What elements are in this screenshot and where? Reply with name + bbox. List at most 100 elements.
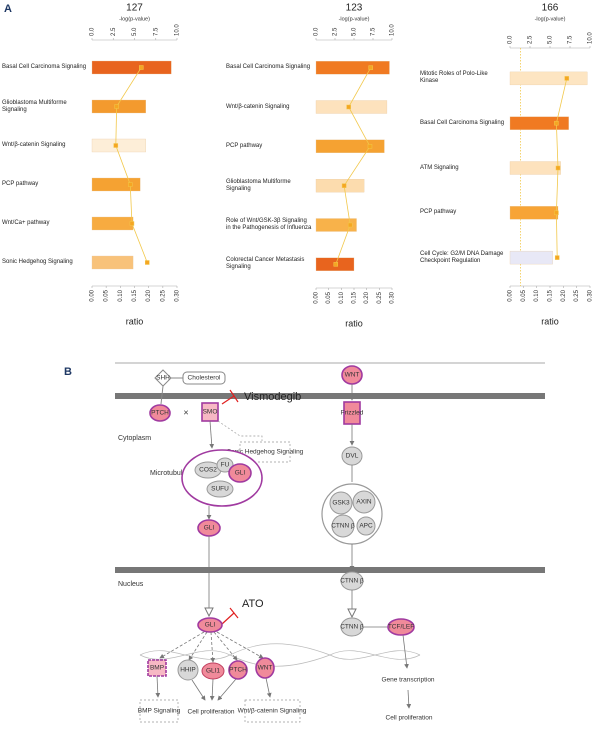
node-label: FU: [221, 462, 230, 469]
bar: [509, 206, 559, 220]
pvalue-point: [368, 65, 373, 70]
x-tick-label: 0.15: [132, 289, 138, 301]
node-label: GSK3: [332, 500, 350, 507]
pvalue-point: [554, 255, 560, 260]
node-label: WNT: [345, 372, 360, 379]
node-label: TCF/LEF: [388, 624, 414, 631]
node-label: GLI: [204, 525, 215, 532]
pvalue-point: [145, 260, 150, 265]
axis-title: -log(p-value): [119, 16, 150, 22]
dna: [139, 650, 331, 667]
category-label: Sonic Hedgehog Signaling: [2, 259, 73, 265]
category-label: Wnt/β-catenin Signaling: [226, 103, 290, 110]
x-tick-label: 0.25: [574, 289, 580, 301]
x-tick-label: 0.05: [104, 289, 110, 301]
x2-tick-label: 7.5: [153, 27, 159, 36]
category-label: PCP pathway: [420, 209, 457, 216]
node-label: DVL: [346, 453, 359, 460]
x-tick-label: 0.00: [90, 289, 96, 301]
bar: [315, 218, 357, 232]
pvalue-point: [113, 143, 119, 148]
node-label: CTNN β: [340, 624, 364, 631]
node-label: SUFU: [211, 486, 229, 493]
gli-node: [197, 617, 223, 633]
category-label: ATM Signaling: [420, 164, 459, 171]
x-tick-label: 0.00: [314, 291, 320, 303]
node-label: GLI: [205, 622, 216, 629]
bar: [509, 250, 553, 265]
chart-title: 166: [542, 3, 559, 14]
category-label: PCP pathway: [2, 181, 39, 187]
category-label: Wnt/Ca+ pathway: [2, 220, 50, 226]
pathway-diagram: B SHH Cholesterol PTCH × SMO Vismodegib …: [64, 362, 545, 723]
category-label: Colorectal Cancer Metastasis Signaling: [226, 257, 305, 271]
x-tick-label: 0.10: [118, 289, 124, 301]
x-tick-label: 0.25: [377, 291, 383, 303]
bar: [91, 99, 146, 114]
tcf-lef-node: [387, 618, 415, 636]
pvalue-point: [367, 144, 373, 149]
inhibitor: [229, 389, 239, 403]
drug-label: Vismodegib: [244, 391, 301, 403]
process-label: Cell proliferation: [386, 715, 433, 722]
bar: [91, 255, 134, 270]
node-label: APC: [359, 523, 373, 530]
bar: [315, 61, 390, 75]
x-tick-label: 0.00: [508, 289, 514, 301]
category-label: PCP pathway: [226, 142, 263, 149]
ptch-node: [228, 660, 248, 680]
axis-title: ratio: [541, 316, 559, 326]
inhibitor: [221, 395, 235, 405]
axis-title: ratio: [126, 316, 144, 326]
panel-label: B: [64, 366, 72, 378]
node-label: PTCH: [151, 410, 169, 417]
node-label: PTCH: [229, 667, 247, 674]
category-label: Role of Wnt/GSK-3β Signaling in the Path…: [226, 218, 312, 231]
compartment-label: Nucleus: [118, 581, 144, 588]
axis-title: -log(p-value): [535, 16, 566, 22]
apc-node: [356, 516, 376, 536]
x2-tick-label: 5.0: [352, 27, 358, 36]
edge: [213, 631, 238, 661]
x-tick-label: 0.20: [561, 289, 567, 301]
edge: [402, 634, 409, 669]
panel-label: A: [4, 3, 12, 15]
x-tick-label: 0.20: [146, 289, 152, 301]
process-label: Gene transcription: [381, 677, 434, 684]
gli-node: [228, 463, 252, 483]
arrowhead: [347, 608, 357, 619]
node-label: GLI1: [206, 668, 220, 675]
ptch-node: [149, 404, 171, 422]
node-label: SHH: [156, 375, 170, 382]
pvalue-point: [564, 76, 570, 81]
x-tick-label: 0.05: [521, 289, 527, 301]
node-label: GLI: [235, 470, 246, 477]
axis-title: -log(p-value): [339, 16, 370, 22]
bar: [315, 139, 385, 153]
x2-tick-label: 7.5: [568, 35, 574, 44]
bar: [509, 116, 569, 130]
pvalue-point: [554, 210, 559, 216]
category-label: Wnt/β-catenin Signaling: [2, 142, 66, 148]
pvalue-point: [554, 120, 559, 126]
pvalue-point: [341, 183, 347, 188]
bar: [91, 138, 146, 153]
axin-node: [352, 490, 376, 514]
edge: [210, 631, 216, 663]
pvalue-line: [115, 67, 148, 263]
fu-node: [216, 457, 234, 473]
chart-title: 127: [126, 3, 143, 14]
pvalue-point: [346, 104, 351, 110]
pvalue-line: [335, 67, 372, 265]
process-box: [139, 699, 179, 723]
node-label: Frizzled: [341, 410, 364, 417]
complex: [321, 483, 383, 545]
x-tick-label: 0.10: [534, 289, 540, 301]
node-label: BMP: [150, 665, 164, 672]
x2-tick-label: 7.5: [371, 27, 377, 36]
edge: [209, 420, 215, 449]
node-label: COS2: [199, 467, 217, 474]
process-label: Wnt/β-catenin Signaling: [238, 708, 307, 715]
x-tick-label: 0.30: [588, 289, 594, 301]
